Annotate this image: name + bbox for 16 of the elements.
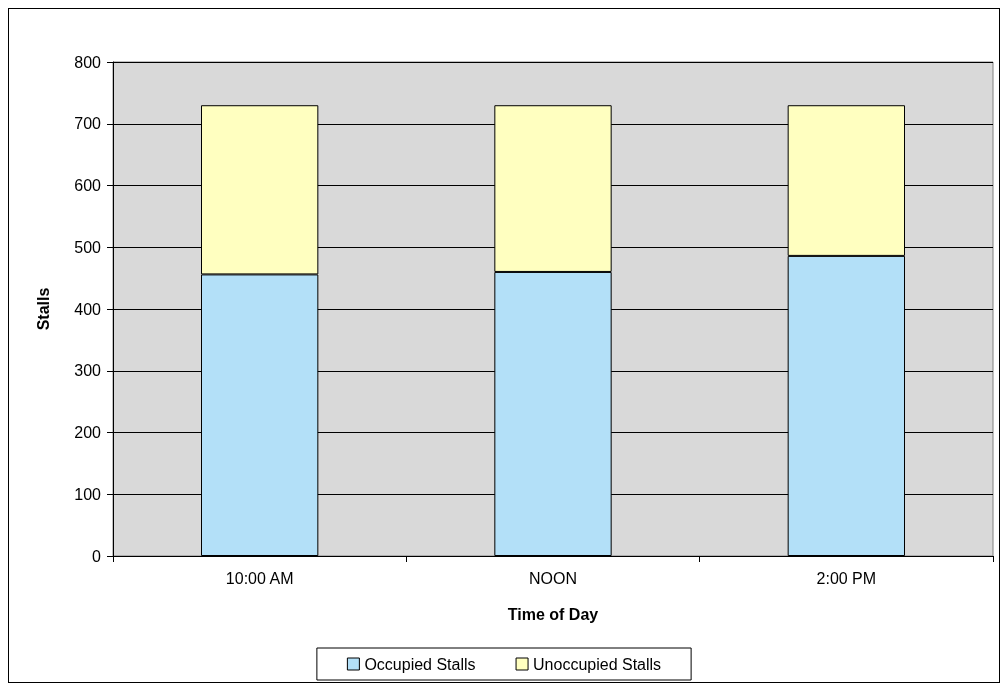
y-tick-label: 700 bbox=[74, 115, 102, 133]
x-tick-label: NOON bbox=[529, 569, 577, 587]
y-tick-label: 300 bbox=[74, 362, 102, 380]
y-tick-label: 200 bbox=[74, 424, 102, 441]
y-tick-label: 600 bbox=[74, 177, 102, 194]
y-tick-label: 800 bbox=[74, 53, 102, 71]
y-tick-label: 400 bbox=[74, 300, 102, 318]
legend-label: Occupied Stalls bbox=[364, 655, 476, 673]
x-tick-label: 2:00 PM bbox=[816, 569, 877, 587]
y-tick-label: 500 bbox=[74, 238, 102, 256]
x-tick-label: 10:00 AM bbox=[225, 569, 294, 587]
y-tick-label: 0 bbox=[92, 547, 102, 565]
y-axis-title: Stalls bbox=[34, 287, 52, 331]
x-axis-title: Time of Day bbox=[507, 605, 599, 623]
legend-label: Unoccupied Stalls bbox=[533, 655, 662, 673]
y-tick-label: 100 bbox=[74, 485, 102, 503]
